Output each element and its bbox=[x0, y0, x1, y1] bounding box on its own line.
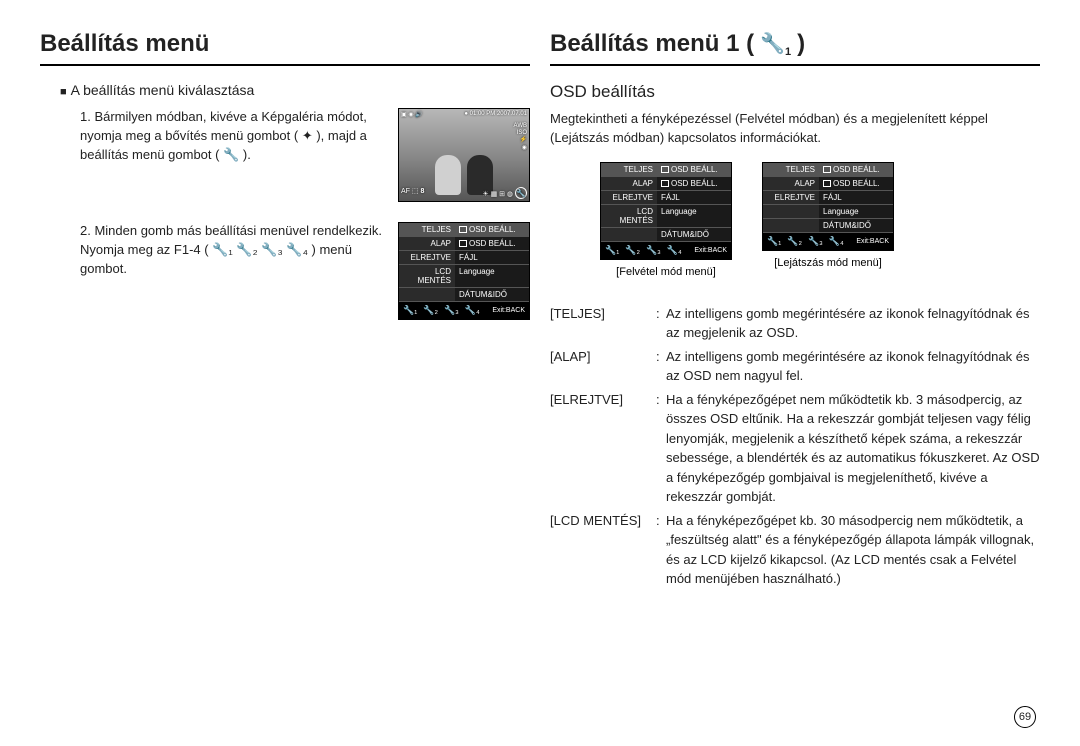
playback-mode-menu-screen: TELJESOSD BEÁLL. ALAPOSD BEÁLL. ELREJTVE… bbox=[762, 162, 894, 251]
square-bullet-icon: ■ bbox=[60, 86, 67, 98]
caption-playback: [Lejátszás mód menü] bbox=[762, 257, 894, 269]
osd-intro: Megtekintheti a fényképezéssel (Felvétel… bbox=[550, 110, 1040, 148]
left-heading: Beállítás menü bbox=[40, 30, 530, 66]
camera-preview-screen: ▣ ◉ 🔊 ● 01:00 PM 2007.07.01 AWB ISO ⚡ ◉ … bbox=[398, 108, 530, 202]
photo-bottom-right: ☀ ▦ ⊞ ◍ 🔧 bbox=[482, 187, 527, 199]
photo-bottom-left: AF ⬚ 8 bbox=[401, 187, 424, 199]
left-subhead: ■A beállítás menü kiválasztása bbox=[60, 82, 530, 98]
caption-record: [Felvétel mód menü] bbox=[600, 266, 732, 278]
step-2-text: 2. Minden gomb más beállítási menüvel re… bbox=[80, 222, 384, 279]
wrench-2-icon: 🔧₂ bbox=[236, 241, 257, 260]
photo-top-left-icons: ▣ ◉ 🔊 bbox=[401, 111, 423, 118]
wrench-4-icon: 🔧₄ bbox=[286, 241, 308, 260]
wrench-circle-icon: 🔧 bbox=[515, 187, 527, 199]
definitions-table: [TELJES]:Az intelligens gomb megérintésé… bbox=[550, 304, 1040, 589]
footer-wrench-icons: 🔧₁🔧₂🔧₃🔧₄ bbox=[403, 305, 480, 316]
photo-side-icons: AWB ISO ⚡ ◉ bbox=[514, 123, 527, 152]
wrench-icon: 🔧1 bbox=[760, 31, 791, 58]
record-mode-menu-screen: TELJESOSD BEÁLL. ALAPOSD BEÁLL. ELREJTVE… bbox=[600, 162, 732, 260]
settings-menu-screen-left: TELJESOSD BEÁLL. ALAPOSD BEÁLL. ELREJTVE… bbox=[398, 222, 530, 320]
def-desc-lcdmentes: Ha a fényképezőgépet kb. 30 másodpercig … bbox=[666, 511, 1040, 589]
step-1-text: 1. Bármilyen módban, kivéve a Képgaléria… bbox=[80, 108, 384, 165]
def-desc-alap: Az intelligens gomb megérintésére az iko… bbox=[666, 347, 1040, 386]
osd-subhead: OSD beállítás bbox=[550, 82, 1040, 102]
def-label-alap: [ALAP] bbox=[550, 347, 656, 386]
def-label-teljes: [TELJES] bbox=[550, 304, 656, 343]
step-1: 1. Bármilyen módban, kivéve a Képgaléria… bbox=[80, 108, 530, 202]
def-desc-teljes: Az intelligens gomb megérintésére az iko… bbox=[666, 304, 1040, 343]
footer-exit: Exit:BACK bbox=[492, 307, 525, 314]
wrench-3-icon: 🔧₃ bbox=[261, 241, 282, 260]
page-number: 69 bbox=[1014, 706, 1036, 728]
photo-top-right-text: ● 01:00 PM 2007.07.01 bbox=[464, 111, 527, 118]
wrench-1-icon: 🔧₁ bbox=[212, 241, 233, 260]
step-2: 2. Minden gomb más beállítási menüvel re… bbox=[80, 222, 530, 320]
def-label-elrejtve: [ELREJTVE] bbox=[550, 390, 656, 507]
def-desc-elrejtve: Ha a fényképezőgépet nem működtetik kb. … bbox=[666, 390, 1040, 507]
def-label-lcdmentes: [LCD MENTÉS] bbox=[550, 511, 656, 589]
right-heading: Beállítás menü 1 ( 🔧1 ) bbox=[550, 30, 1040, 66]
